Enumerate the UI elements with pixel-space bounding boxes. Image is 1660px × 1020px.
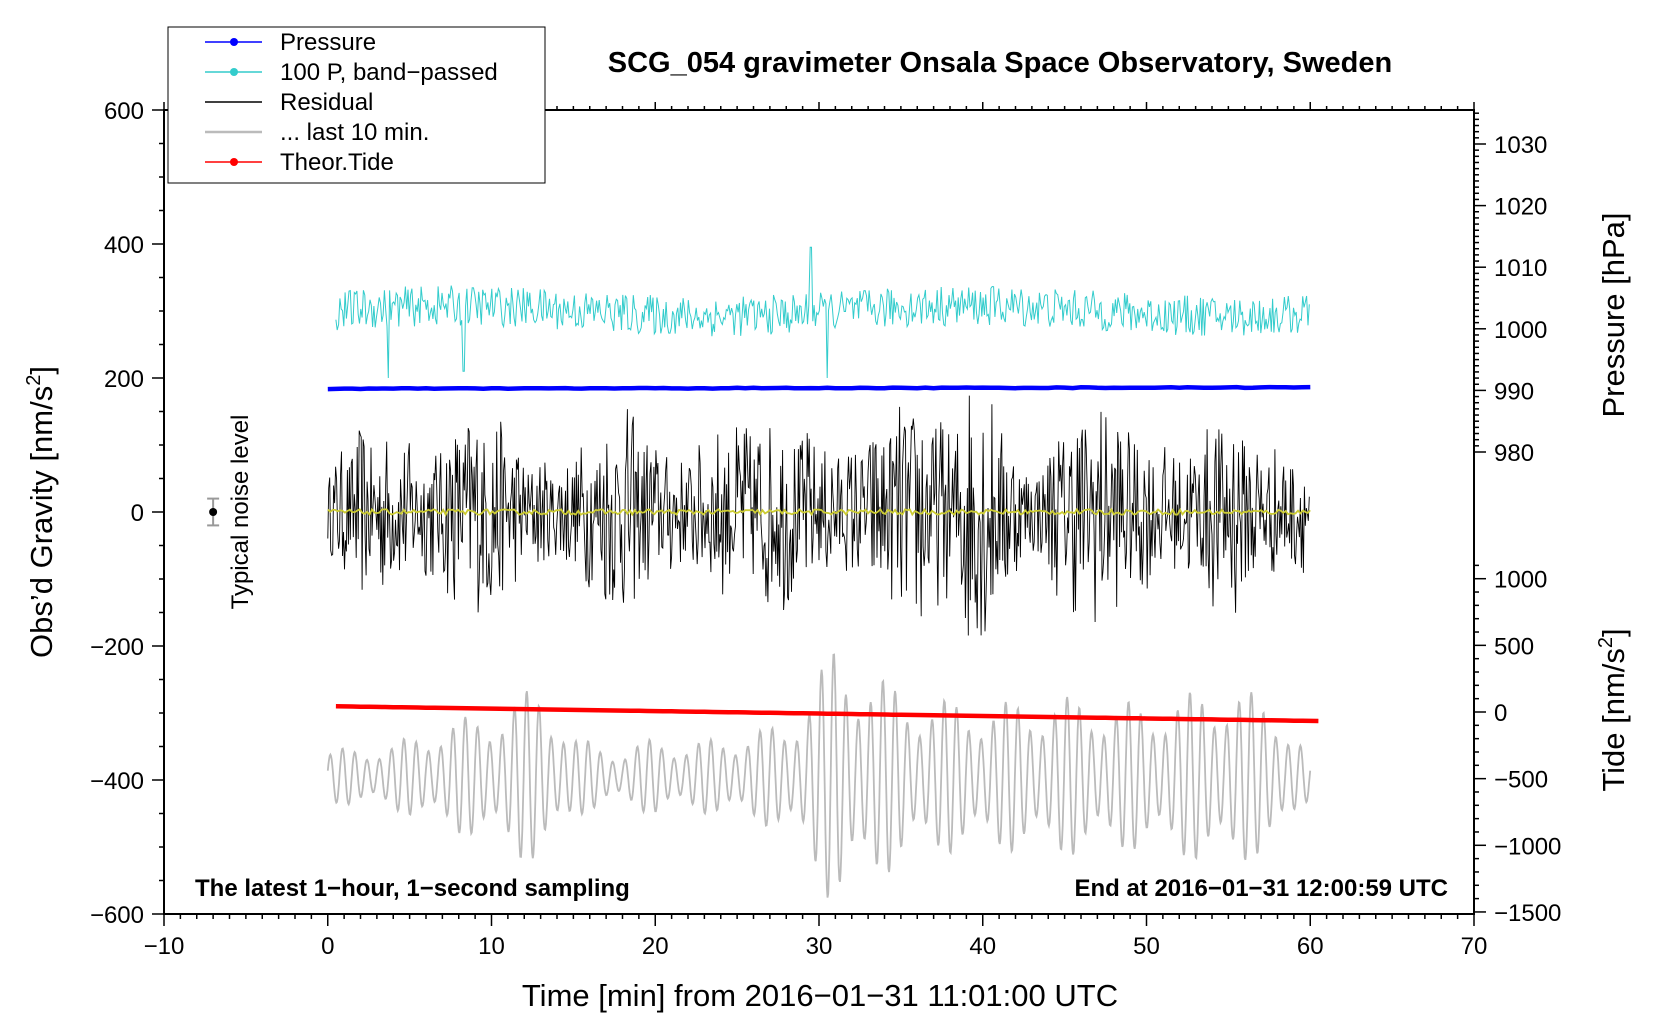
series-band-passed-pressure-line [335, 246, 1310, 379]
series-layer [207, 246, 1319, 898]
legend-entries: Pressure 100 P, band−passed Residual ... la… [205, 29, 498, 176]
legend-box [167, 26, 546, 184]
series-residual-line [327, 395, 1310, 636]
y-tick-label: −600 [90, 902, 144, 929]
chart-title: SCG_054 gravimeter Onsala Space Observat… [608, 47, 1392, 79]
x-tick-label: 20 [642, 933, 669, 960]
tide-axis-label-end: ] [1596, 628, 1631, 637]
series-residual-filtered-line [327, 507, 1311, 517]
pressure-tick-label: 980 [1494, 440, 1534, 467]
legend-label: 100 P, band−passed [280, 59, 498, 86]
y-tick-label: 200 [104, 366, 144, 393]
tide-tick-label: −500 [1494, 767, 1548, 794]
y-tick-label: 0 [131, 500, 144, 527]
ticks-layer: −10 0 10 20 30 40 50 60 706004002000−200−400−600… [90, 98, 1561, 960]
annotation-bottom-left: The latest 1−hour, 1−second sampling [195, 875, 630, 902]
pressure-tick-label: 1000 [1494, 317, 1547, 344]
pressure-tick-label: 1010 [1494, 255, 1547, 282]
legend-marker [230, 158, 238, 166]
pressure-tick-label: 1030 [1494, 132, 1547, 159]
y-tick-label: 400 [104, 232, 144, 259]
legend-marker [230, 38, 238, 46]
y-axis-label-text: Obs’d Gravity [nm/s [24, 386, 59, 658]
plot-frame [163, 109, 1475, 915]
tide-tick-label: −1500 [1494, 900, 1561, 927]
y-axis-label-end: ] [24, 366, 59, 375]
x-tick-label: 0 [321, 933, 334, 960]
tide-tick-label: 1000 [1494, 567, 1547, 594]
y-axis-label-sup: 2 [23, 375, 45, 386]
tide-axis-label-text: Tide [nm/s [1596, 648, 1631, 792]
x-tick-label: 40 [969, 933, 996, 960]
legend-marker [230, 68, 238, 76]
tide-tick-label: 0 [1494, 700, 1507, 727]
legend-label: Residual [280, 89, 373, 116]
legend: Pressure 100 P, band−passed Residual ... la… [167, 26, 546, 184]
y-tick-label: 600 [104, 98, 144, 125]
pressure-tick-label: 1020 [1494, 194, 1547, 221]
legend-label: Pressure [280, 29, 376, 56]
tide-axis-label-sup: 2 [1595, 637, 1617, 648]
legend-label: Theor.Tide [280, 149, 394, 176]
annotation-bottom-right: End at 2016−01−31 12:00:59 UTC [1074, 875, 1448, 902]
series-theoretical-tide-line [335, 704, 1319, 724]
x-tick-label: 70 [1461, 933, 1488, 960]
x-axis-label: Time [min] from 2016−01−31 11:01:00 UTC [522, 978, 1118, 1013]
y-axis-label: Obs’d Gravity [nm/s2] [23, 366, 59, 658]
noise-point [209, 508, 218, 516]
y-tick-label: −200 [90, 634, 144, 661]
x-tick-label: 50 [1133, 933, 1160, 960]
tide-axis-label: Tide [nm/s2] [1595, 628, 1631, 791]
tide-tick-label: 500 [1494, 633, 1534, 660]
noise-level-label: Typical noise level [227, 415, 254, 610]
tide-tick-label: −1000 [1494, 833, 1561, 860]
series-last-10-min-line [326, 653, 1312, 898]
x-tick-label: −10 [144, 933, 185, 960]
y-tick-label: −400 [90, 768, 144, 795]
x-tick-label: 60 [1297, 933, 1324, 960]
legend-label: ... last 10 min. [280, 119, 429, 146]
pressure-tick-label: 990 [1494, 378, 1534, 405]
x-tick-label: 10 [478, 933, 505, 960]
pressure-axis-label: Pressure [hPa] [1596, 212, 1631, 417]
series-pressure-line [327, 384, 1311, 392]
x-tick-label: 30 [806, 933, 833, 960]
